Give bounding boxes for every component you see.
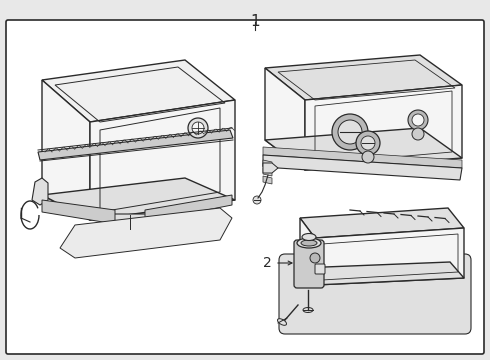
Polygon shape (300, 208, 464, 238)
Polygon shape (265, 55, 462, 100)
Polygon shape (42, 178, 235, 220)
Polygon shape (38, 130, 233, 160)
Circle shape (412, 114, 424, 126)
Polygon shape (315, 228, 464, 285)
Ellipse shape (301, 240, 317, 246)
Polygon shape (265, 68, 305, 170)
FancyBboxPatch shape (315, 264, 325, 274)
Polygon shape (90, 100, 235, 220)
Polygon shape (42, 200, 115, 224)
Circle shape (253, 196, 261, 204)
Polygon shape (42, 60, 235, 122)
Circle shape (356, 131, 380, 155)
Ellipse shape (303, 307, 313, 312)
Polygon shape (263, 155, 462, 180)
FancyBboxPatch shape (294, 240, 324, 288)
Ellipse shape (297, 238, 321, 248)
FancyBboxPatch shape (114, 214, 146, 230)
Polygon shape (60, 208, 232, 258)
Polygon shape (263, 176, 272, 184)
Circle shape (192, 122, 204, 134)
Polygon shape (263, 163, 278, 173)
Polygon shape (32, 178, 48, 205)
Polygon shape (300, 218, 315, 285)
Circle shape (188, 118, 208, 138)
Polygon shape (145, 195, 232, 222)
Circle shape (361, 136, 375, 150)
Circle shape (310, 253, 320, 263)
Circle shape (408, 110, 428, 130)
Polygon shape (263, 168, 272, 176)
Circle shape (412, 128, 424, 140)
Polygon shape (265, 128, 462, 170)
Circle shape (362, 151, 374, 163)
FancyBboxPatch shape (6, 20, 484, 354)
Ellipse shape (302, 234, 316, 240)
Text: 2: 2 (263, 256, 272, 270)
Polygon shape (263, 147, 462, 168)
Circle shape (338, 120, 362, 144)
Polygon shape (300, 243, 318, 285)
Polygon shape (263, 160, 272, 168)
Polygon shape (42, 80, 90, 220)
Text: 1: 1 (250, 14, 260, 29)
Circle shape (332, 114, 368, 150)
Polygon shape (305, 85, 462, 170)
Ellipse shape (277, 319, 287, 325)
Polygon shape (300, 262, 464, 285)
FancyBboxPatch shape (279, 254, 471, 334)
